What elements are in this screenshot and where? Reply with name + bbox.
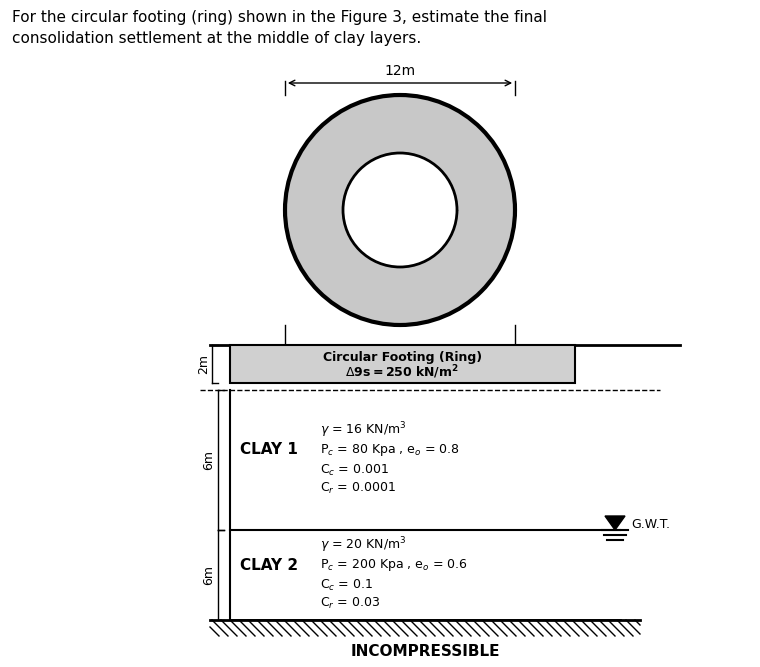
Text: $\gamma$ = 16 KN/m$^3$: $\gamma$ = 16 KN/m$^3$: [320, 420, 407, 440]
Text: 2m: 2m: [197, 354, 210, 374]
Text: 6m: 6m: [202, 565, 215, 585]
Text: P$_c$ = 200 Kpa , e$_o$ = 0.6: P$_c$ = 200 Kpa , e$_o$ = 0.6: [320, 557, 467, 573]
Text: 6m: 6m: [202, 450, 215, 470]
Text: C$_r$ = 0.03: C$_r$ = 0.03: [320, 596, 380, 610]
Circle shape: [343, 153, 457, 267]
Text: C$_c$ = 0.1: C$_c$ = 0.1: [320, 578, 373, 592]
Text: G.W.T.: G.W.T.: [631, 518, 670, 532]
Text: INCOMPRESSIBLE: INCOMPRESSIBLE: [350, 644, 500, 660]
Text: CLAY 1: CLAY 1: [240, 442, 298, 458]
Bar: [230, 345, 575, 383]
Text: 6m: 6m: [389, 191, 411, 205]
Text: Circular Footing (Ring): Circular Footing (Ring): [323, 351, 482, 364]
Text: $\gamma$ = 20 KN/m$^3$: $\gamma$ = 20 KN/m$^3$: [320, 535, 407, 555]
Text: For the circular footing (ring) shown in the Figure 3, estimate the final
consol: For the circular footing (ring) shown in…: [12, 10, 547, 46]
Text: 12m: 12m: [385, 64, 416, 78]
Text: C$_c$ = 0.001: C$_c$ = 0.001: [320, 462, 389, 478]
Bar: [210, 620, 640, 636]
Polygon shape: [605, 516, 625, 530]
Text: C$_r$ = 0.0001: C$_r$ = 0.0001: [320, 480, 396, 496]
Text: P$_c$ = 80 Kpa , e$_o$ = 0.8: P$_c$ = 80 Kpa , e$_o$ = 0.8: [320, 442, 460, 458]
Text: CLAY 2: CLAY 2: [240, 558, 298, 572]
Circle shape: [285, 95, 515, 325]
Text: $\Delta$$\mathbf{9}$$\mathbf{s}$$\mathbf{=250\ kN/m^2}$: $\Delta$$\mathbf{9}$$\mathbf{s}$$\mathbf…: [346, 364, 460, 381]
